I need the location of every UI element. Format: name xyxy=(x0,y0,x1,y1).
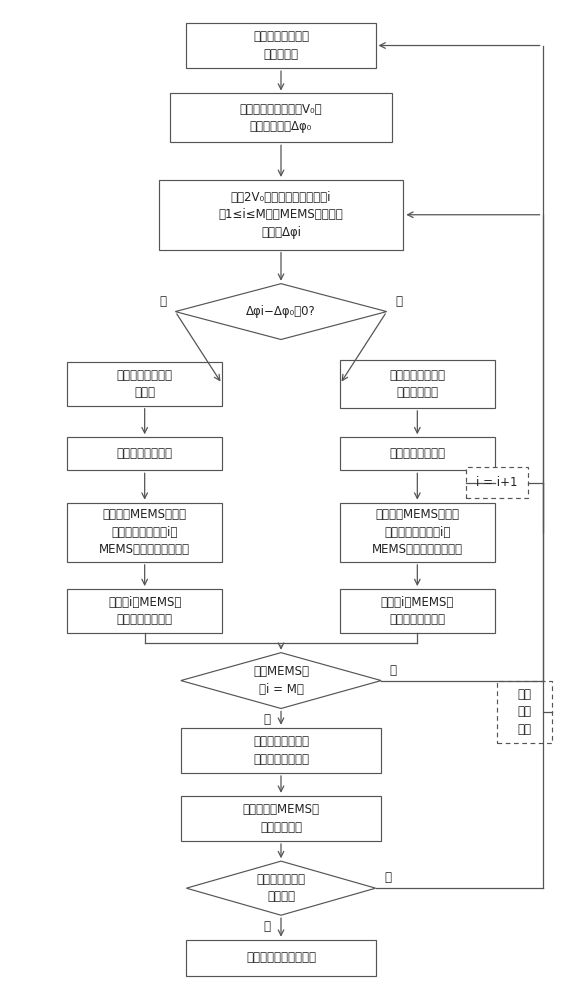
Text: 施加2V₀的工作电压，测量第i
（1≤i≤M）个MEMS桥产生的
相移量Δφi: 施加2V₀的工作电压，测量第i （1≤i≤M）个MEMS桥产生的 相移量Δφi xyxy=(219,191,343,239)
FancyBboxPatch shape xyxy=(187,940,375,976)
Text: 确定工作电压标准值V₀和
相移量标准值Δφ₀: 确定工作电压标准值V₀和 相移量标准值Δφ₀ xyxy=(239,103,323,133)
Polygon shape xyxy=(181,653,381,708)
Text: 修改
结构
参数: 修改 结构 参数 xyxy=(518,688,532,736)
FancyBboxPatch shape xyxy=(181,796,381,841)
Text: 测量分布式MEMS移
相器的相移量: 测量分布式MEMS移 相器的相移量 xyxy=(242,803,320,834)
FancyBboxPatch shape xyxy=(340,437,495,470)
Text: 全部MEMS桥
（i = M）: 全部MEMS桥 （i = M） xyxy=(253,665,309,696)
FancyBboxPatch shape xyxy=(340,503,495,562)
Text: 否: 否 xyxy=(396,295,402,308)
Text: 是: 是 xyxy=(264,920,270,933)
Text: 相移量测量值小于
或等于标准值: 相移量测量值小于 或等于标准值 xyxy=(389,369,445,399)
FancyBboxPatch shape xyxy=(497,681,552,743)
FancyBboxPatch shape xyxy=(340,360,495,408)
Text: 计算第i个MEMS桥
工作电压的调整量: 计算第i个MEMS桥 工作电压的调整量 xyxy=(380,596,454,626)
FancyBboxPatch shape xyxy=(181,728,381,773)
Text: i = i+1: i = i+1 xyxy=(476,476,518,489)
FancyBboxPatch shape xyxy=(67,503,222,562)
Text: 是: 是 xyxy=(264,713,270,726)
Text: 计算第i个MEMS桥
工作电压的调整量: 计算第i个MEMS桥 工作电压的调整量 xyxy=(108,596,182,626)
Polygon shape xyxy=(175,284,387,339)
FancyBboxPatch shape xyxy=(67,589,222,633)
Text: 否: 否 xyxy=(390,664,397,677)
Text: 确定结构参数和电
磁工作参数: 确定结构参数和电 磁工作参数 xyxy=(253,30,309,61)
Text: 否: 否 xyxy=(384,871,391,884)
Text: 利用单个MEMS桥机电
耦合模型，计算第i个
MEMS桥向上的高度误差: 利用单个MEMS桥机电 耦合模型，计算第i个 MEMS桥向上的高度误差 xyxy=(99,508,190,556)
FancyBboxPatch shape xyxy=(340,589,495,633)
Text: 是: 是 xyxy=(160,295,166,308)
FancyBboxPatch shape xyxy=(158,180,404,250)
Polygon shape xyxy=(187,861,375,915)
Text: Δφi−Δφ₀＞0?: Δφi−Δφ₀＞0? xyxy=(246,305,316,318)
Text: 计算等效电路参数: 计算等效电路参数 xyxy=(117,447,173,460)
Text: 工作电压的最优调整量: 工作电压的最优调整量 xyxy=(246,951,316,964)
FancyBboxPatch shape xyxy=(67,362,222,406)
Text: 相移量是否满足
指标要求: 相移量是否满足 指标要求 xyxy=(256,873,306,903)
Text: 根据调整量，施加
调整后的工作电压: 根据调整量，施加 调整后的工作电压 xyxy=(253,735,309,766)
FancyBboxPatch shape xyxy=(466,467,528,498)
FancyBboxPatch shape xyxy=(170,93,392,142)
Text: 利用单个MEMS桥机电
耦合模型，计算第i个
MEMS桥向下的高度误差: 利用单个MEMS桥机电 耦合模型，计算第i个 MEMS桥向下的高度误差 xyxy=(372,508,463,556)
FancyBboxPatch shape xyxy=(67,437,222,470)
Text: 计算等效电路参数: 计算等效电路参数 xyxy=(389,447,445,460)
FancyBboxPatch shape xyxy=(187,23,375,68)
Text: 相移量测量值大于
标准值: 相移量测量值大于 标准值 xyxy=(117,369,173,399)
